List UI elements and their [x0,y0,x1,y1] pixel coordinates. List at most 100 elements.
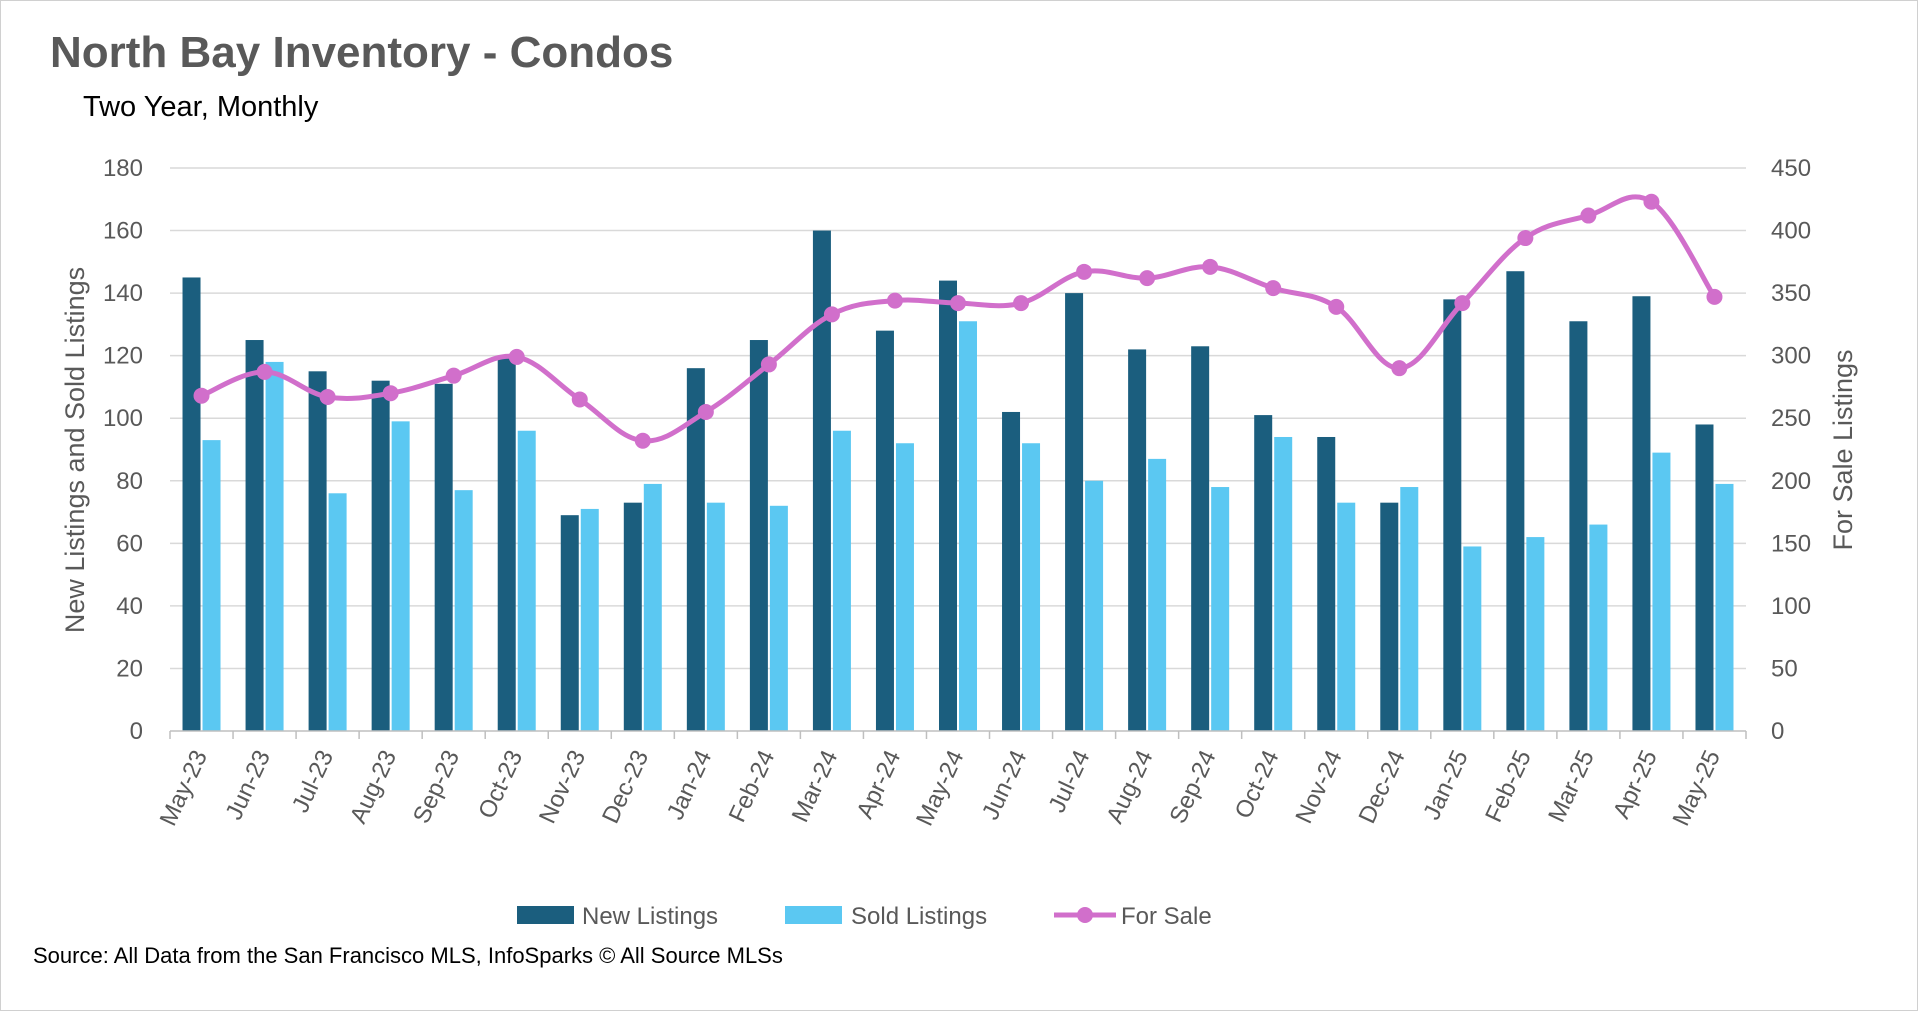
legend-swatch-new-listings [517,906,574,924]
x-tick-label: Jan-24 [662,746,717,824]
x-tick-label: Oct-23 [473,746,528,823]
y-right-tick-label: 450 [1771,155,1811,182]
for-sale-point [1517,230,1534,247]
bar-sold-listings [454,490,473,731]
for-sale-point [1391,360,1408,377]
y-right-tick-label: 0 [1771,718,1784,745]
bar-new-listings [1317,436,1336,731]
y-left-tick-label: 140 [103,280,143,307]
x-tick-label: Oct-24 [1230,746,1285,823]
for-sale-point [1076,263,1093,280]
bar-new-listings [182,277,201,731]
for-sale-point [1328,298,1345,315]
bar-sold-listings [1085,480,1104,731]
chart-title: North Bay Inventory - Condos [50,28,674,77]
bar-new-listings [308,371,327,731]
y-left-tick-label: 160 [103,218,143,245]
for-sale-point [256,363,273,380]
for-sale-point [1454,295,1471,312]
bar-sold-listings [643,483,662,731]
for-sale-point [319,388,336,405]
x-tick-label: Feb-25 [1480,746,1537,826]
bar-sold-listings [580,508,599,731]
bar-sold-listings [391,421,410,731]
y-left-tick-label: 180 [103,155,143,182]
bar-new-listings [1128,349,1147,731]
bar-new-listings [939,280,957,731]
y-right-tick-label: 400 [1771,218,1811,245]
x-tick-label: Dec-23 [597,746,654,828]
y-left-tick-label: 80 [116,468,143,495]
x-tick-label: Jun-23 [221,746,276,824]
bar-sold-listings [1463,546,1482,731]
bar-new-listings [812,230,831,732]
bar-new-listings [1380,502,1399,731]
y-right-axis-title: For Sale Listings [1828,349,1858,550]
bar-new-listings [371,380,390,731]
for-sale-point [445,367,462,384]
x-tick-label: Jul-24 [1043,746,1095,817]
for-sale-point [950,295,966,312]
for-sale-point [886,292,903,309]
source-note: Source: All Data from the San Francisco … [33,943,783,968]
bar-new-listings [1506,271,1525,731]
x-tick-label: Jan-25 [1418,746,1473,824]
bar-new-listings [1695,424,1714,731]
bar-new-listings [497,355,516,731]
line-series [193,193,1723,449]
x-tick-label: Nov-23 [534,746,591,828]
x-tick-label: Feb-24 [724,746,781,826]
bar-sold-listings [706,502,725,731]
y-right-tick-label: 250 [1771,405,1811,432]
bar-sold-listings [1589,524,1608,731]
y-right-tick-label: 100 [1771,593,1811,620]
legend-swatch-for-sale-marker [1077,907,1093,923]
bar-new-listings [1002,411,1021,731]
bar-new-listings [686,368,705,731]
bar-new-listings [1569,321,1588,731]
for-sale-point [1139,270,1156,287]
y-left-tick-label: 60 [116,530,143,557]
for-sale-point [571,391,588,408]
y-left-tick-label: 20 [116,655,143,682]
legend: New Listings Sold Listings For Sale [517,903,1212,930]
bar-sold-listings [1274,436,1293,731]
for-sale-point [1643,193,1660,210]
bar-sold-listings [959,321,977,731]
for-sale-point [760,356,777,373]
bar-new-listings [1191,346,1210,731]
y-left-tick-label: 40 [116,593,143,620]
y-left-tick-label: 100 [103,405,143,432]
bar-sold-listings [328,493,347,731]
for-sale-point [382,385,399,402]
x-tick-label: Sep-24 [1164,746,1221,828]
legend-swatch-sold-listings [785,906,842,924]
y-right-tick-label: 200 [1771,468,1811,495]
legend-label-new-listings: New Listings [582,903,718,930]
x-tick-label: Mar-24 [787,746,844,826]
y-right-tick-label: 150 [1771,530,1811,557]
bar-sold-listings [1022,443,1041,731]
bar-new-listings [1632,296,1651,731]
for-sale-point [697,403,714,420]
for-sale-line [200,194,1717,444]
bar-new-listings [1065,293,1084,731]
for-sale-point [1265,280,1282,297]
x-tick-label: Apr-24 [851,746,906,823]
x-tick-label: May-23 [155,746,213,830]
legend-label-for-sale: For Sale [1121,903,1212,930]
for-sale-point [1580,207,1597,224]
bar-sold-listings [1400,487,1419,731]
bar-series [182,230,1734,732]
for-sale-point [193,387,210,404]
x-tick-label: Aug-23 [345,746,402,828]
bar-sold-listings [1211,487,1230,731]
x-tick-label: Mar-25 [1543,746,1600,826]
bar-sold-listings [202,440,221,731]
bar-new-listings [749,340,768,731]
for-sale-point [634,432,651,449]
x-tick-label: Jun-24 [977,746,1032,824]
y-right-tick-label: 50 [1771,655,1798,682]
